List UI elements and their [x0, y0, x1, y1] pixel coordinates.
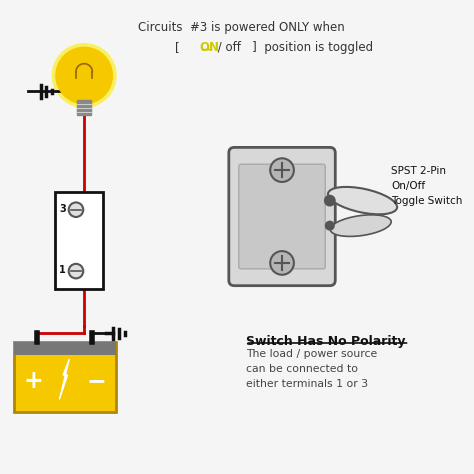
Circle shape: [52, 44, 116, 107]
Bar: [14, 342, 116, 412]
Text: 3: 3: [59, 204, 66, 214]
Ellipse shape: [330, 215, 391, 237]
Text: The load / power source
can be connected to
either terminals 1 or 3: The load / power source can be connected…: [246, 349, 377, 389]
Text: ON: ON: [199, 41, 219, 55]
Text: / off   ]  position is toggled: / off ] position is toggled: [214, 41, 373, 55]
Circle shape: [69, 202, 83, 217]
Circle shape: [56, 47, 112, 104]
Polygon shape: [59, 359, 69, 400]
Circle shape: [325, 220, 335, 231]
Text: Switch Has No Polarity: Switch Has No Polarity: [246, 335, 405, 348]
Bar: [14, 342, 116, 356]
Text: 1: 1: [59, 265, 66, 275]
Circle shape: [324, 195, 336, 207]
Text: [: [: [175, 41, 187, 55]
FancyBboxPatch shape: [229, 147, 335, 286]
Bar: [55, 191, 103, 289]
Circle shape: [270, 158, 294, 182]
Ellipse shape: [328, 187, 397, 214]
Text: SPST 2-Pin
On/Off
Toggle Switch: SPST 2-Pin On/Off Toggle Switch: [391, 166, 463, 206]
Text: +: +: [24, 369, 44, 393]
Bar: [77, 100, 91, 115]
Text: −: −: [86, 369, 106, 393]
Text: Circuits  #3 is powered ONLY when: Circuits #3 is powered ONLY when: [138, 21, 345, 34]
Circle shape: [69, 264, 83, 278]
FancyBboxPatch shape: [239, 164, 325, 269]
Circle shape: [270, 251, 294, 275]
